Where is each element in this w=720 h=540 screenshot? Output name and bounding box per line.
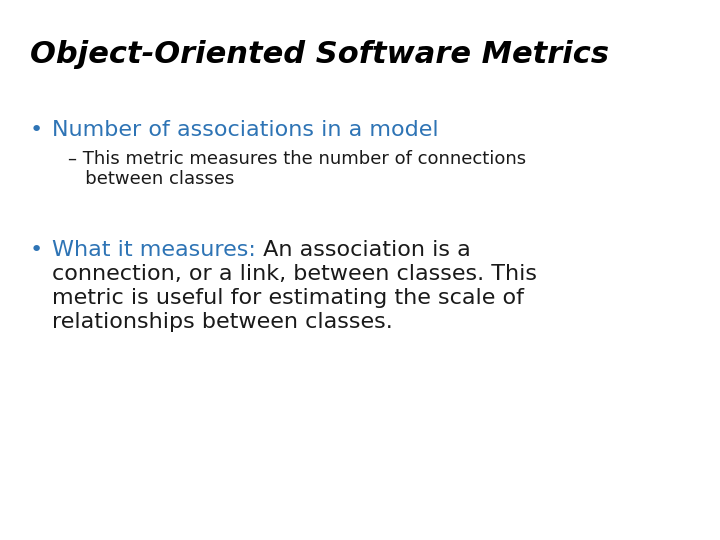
- Text: What it measures:: What it measures:: [52, 240, 256, 260]
- Text: An association is a: An association is a: [256, 240, 471, 260]
- Text: connection, or a link, between classes. This: connection, or a link, between classes. …: [52, 264, 537, 284]
- Text: •: •: [30, 120, 43, 140]
- Text: between classes: between classes: [68, 170, 235, 188]
- Text: relationships between classes.: relationships between classes.: [52, 312, 392, 332]
- Text: – This metric measures the number of connections: – This metric measures the number of con…: [68, 150, 526, 168]
- Text: metric is useful for estimating the scale of: metric is useful for estimating the scal…: [52, 288, 524, 308]
- Text: Object-Oriented Software Metrics: Object-Oriented Software Metrics: [30, 40, 609, 69]
- Text: Number of associations in a model: Number of associations in a model: [52, 120, 438, 140]
- Text: •: •: [30, 240, 43, 260]
